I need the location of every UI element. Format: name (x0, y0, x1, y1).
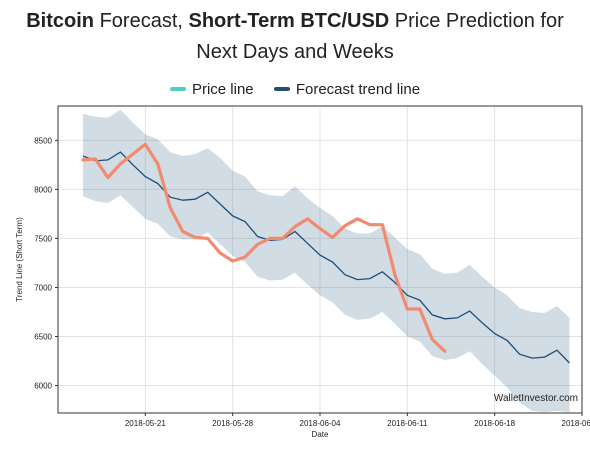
price-line (81, 142, 447, 353)
chart-title-line2: Next Days and Weeks (196, 41, 394, 63)
x-tick-label: 2018-05-21 (125, 419, 166, 428)
y-axis: 6000 6500 7000 7500 8000 8500 (34, 136, 58, 391)
x-tick-label: 2018-06-11 (387, 419, 428, 428)
chart-title: Bitcoin Forecast, Short-Term BTC/USD Pri… (0, 6, 590, 68)
legend-swatch-forecast (273, 87, 290, 91)
legend-label-price: Price line (191, 80, 254, 98)
x-tick-label: 2018-06-04 (300, 419, 341, 428)
x-axis: 2018-05-21 2018-05-28 2018-06-04 2018-06-11… (125, 413, 590, 428)
x-tick-label: 2018-06-25 (562, 419, 590, 428)
legend-item-forecast[interactable]: Forecast trend line (273, 80, 421, 98)
title-pair: Short-Term BTC/USD (188, 10, 390, 32)
legend-swatch-price (169, 87, 186, 91)
y-tick-label: 8000 (34, 185, 52, 194)
title-prediction: Price Prediction for (389, 10, 564, 32)
y-axis-label: Trend Line (Short Term) (15, 217, 24, 302)
x-axis-label: Date (312, 430, 329, 439)
y-tick-label: 8500 (34, 136, 52, 145)
y-tick-label: 7000 (34, 283, 52, 292)
title-forecast: Forecast, (94, 10, 189, 32)
y-tick-label: 7500 (34, 234, 52, 243)
watermark: WalletInvestor.com (494, 393, 578, 404)
y-tick-label: 6000 (34, 382, 52, 391)
legend: Price line Forecast trend line (0, 78, 590, 98)
legend-label-forecast: Forecast trend line (295, 80, 421, 98)
title-bitcoin: Bitcoin (26, 10, 95, 32)
confidence-band (83, 109, 570, 413)
x-tick-label: 2018-05-28 (212, 419, 253, 428)
y-tick-label: 6500 (34, 332, 52, 341)
x-tick-label: 2018-06-18 (474, 419, 515, 428)
legend-item-price[interactable]: Price line (169, 80, 254, 98)
chart-title-line1: Bitcoin Forecast, Short-Term BTC/USD Pri… (0, 6, 590, 37)
